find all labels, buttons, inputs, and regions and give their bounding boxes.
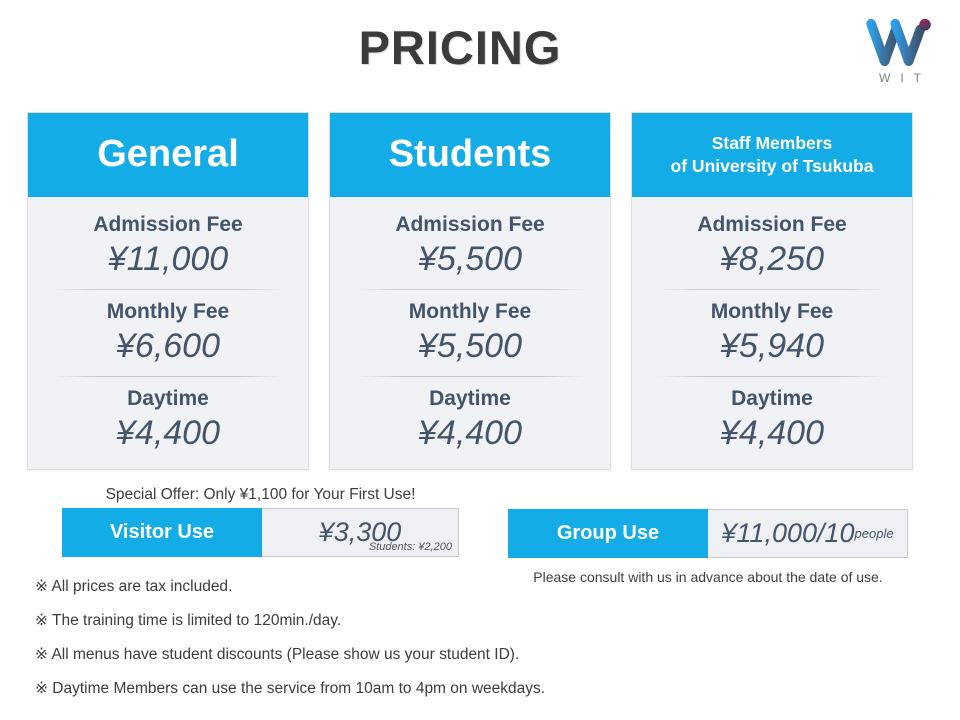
visitor-use-label: Visitor Use: [62, 508, 262, 557]
fee-price: ¥5,500: [418, 240, 522, 278]
fee-row: Admission Fee ¥5,500: [330, 213, 610, 279]
card-header-staff: Staff Members of University of Tsukuba: [632, 113, 912, 197]
pricing-card-students: Students Admission Fee ¥5,500 Monthly Fe…: [329, 112, 611, 470]
fee-row: Daytime ¥4,400: [632, 387, 912, 453]
group-use-price: ¥11,000/10: [721, 518, 855, 548]
group-use-unit: people: [854, 526, 894, 541]
divider: [658, 376, 886, 377]
fee-row: Monthly Fee ¥5,940: [632, 300, 912, 366]
note-item: ※ Daytime Members can use the service fr…: [35, 680, 546, 697]
fee-row: Monthly Fee ¥6,600: [28, 300, 308, 366]
visitor-students-note: Students: ¥2,200: [368, 541, 452, 553]
visitor-use-bar: Visitor Use ¥3,300 Students: ¥2,200: [62, 508, 459, 557]
group-use-bar: Group Use ¥11,000/10 people: [508, 509, 908, 558]
fee-row: Admission Fee ¥8,250: [632, 213, 912, 279]
visitor-use-price-box: ¥3,300 Students: ¥2,200: [262, 508, 459, 557]
group-use-label: Group Use: [508, 509, 708, 558]
pricing-card-general: General Admission Fee ¥11,000 Monthly Fe…: [27, 112, 309, 470]
card-header-general: General: [28, 113, 308, 197]
fee-price: ¥5,500: [418, 327, 522, 365]
fee-price: ¥6,600: [116, 327, 220, 365]
fee-label: Admission Fee: [93, 213, 243, 236]
divider: [54, 289, 282, 290]
card-body: Admission Fee ¥8,250 Monthly Fee ¥5,940 …: [632, 197, 912, 469]
fee-row: Daytime ¥4,400: [330, 387, 610, 453]
card-header-students: Students: [330, 113, 610, 197]
fee-row: Monthly Fee ¥5,500: [330, 300, 610, 366]
brand-name: WIT: [879, 71, 931, 85]
card-title-line2: of University of Tsukuba: [670, 156, 874, 176]
fee-label: Monthly Fee: [710, 300, 834, 323]
fee-price: ¥8,250: [720, 240, 824, 278]
divider: [658, 289, 886, 290]
pricing-cards: General Admission Fee ¥11,000 Monthly Fe…: [27, 112, 913, 470]
pricing-card-staff: Staff Members of University of Tsukuba A…: [631, 112, 913, 470]
fee-price: ¥4,400: [418, 414, 522, 452]
wit-logo-icon: [866, 18, 931, 67]
special-offer-text: Special Offer: Only ¥1,100 for Your Firs…: [105, 486, 416, 503]
fee-label: Daytime: [127, 387, 209, 410]
fee-price: ¥4,400: [720, 414, 824, 452]
note-item: ※ The training time is limited to 120min…: [35, 612, 342, 629]
brand-logo: WIT: [854, 16, 946, 85]
divider: [356, 376, 584, 377]
fee-label: Daytime: [429, 387, 511, 410]
card-body: Admission Fee ¥5,500 Monthly Fee ¥5,500 …: [330, 197, 610, 469]
fee-row: Admission Fee ¥11,000: [28, 213, 308, 279]
fee-row: Daytime ¥4,400: [28, 387, 308, 453]
fee-label: Monthly Fee: [408, 300, 532, 323]
card-title: General: [97, 133, 239, 176]
divider: [356, 289, 584, 290]
footer-notes: ※ All prices are tax included. ※ The tra…: [35, 577, 635, 713]
page-title: PRICING: [358, 21, 562, 74]
group-use-price-box: ¥11,000/10 people: [708, 509, 908, 558]
fee-price: ¥4,400: [116, 414, 220, 452]
card-title: Students: [388, 133, 552, 176]
card-body: Admission Fee ¥11,000 Monthly Fee ¥6,600…: [28, 197, 308, 469]
note-item: ※ All menus have student discounts (Plea…: [35, 646, 520, 663]
fee-label: Monthly Fee: [106, 300, 230, 323]
fee-price: ¥11,000: [107, 240, 229, 278]
divider: [54, 376, 282, 377]
fee-label: Admission Fee: [395, 213, 545, 236]
note-item: ※ All prices are tax included.: [35, 578, 233, 595]
visitor-use-price: ¥3,300: [318, 517, 402, 547]
fee-price: ¥5,940: [720, 327, 824, 365]
group-consult-note: Please consult with us in advance about …: [533, 569, 883, 585]
fee-label: Daytime: [731, 387, 813, 410]
card-title-line1: Staff Members: [711, 133, 833, 154]
fee-label: Admission Fee: [697, 213, 847, 236]
